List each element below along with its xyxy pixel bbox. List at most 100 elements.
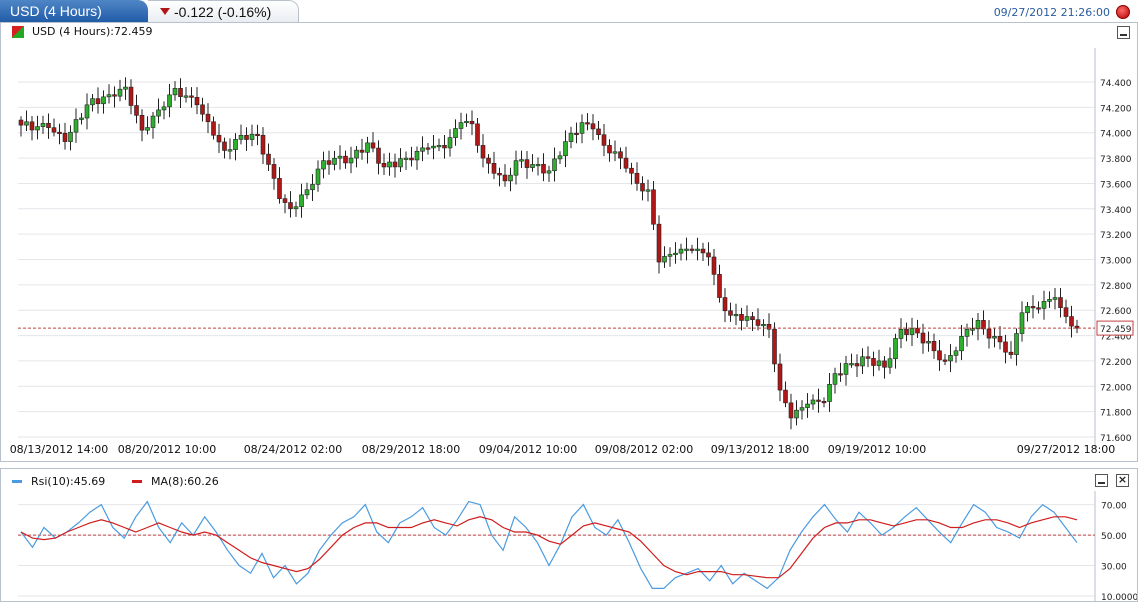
candle-body — [95, 98, 101, 105]
x-tick-label: 08/24/2012 02:00 — [244, 443, 343, 456]
candle-body — [260, 134, 266, 155]
candle-body — [755, 319, 761, 326]
candle-body — [596, 128, 601, 136]
candle-body — [310, 184, 315, 191]
change-value: -0.122 (-0.16%) — [174, 4, 272, 20]
rsi-y-tick-label: 70.00 — [1101, 502, 1127, 512]
candle-body — [898, 328, 904, 339]
candle-body — [953, 350, 959, 356]
candle-body — [1014, 333, 1019, 355]
candle-body — [123, 86, 128, 90]
candle-body — [816, 399, 821, 402]
candle-body — [574, 132, 579, 135]
candle-body — [612, 151, 618, 154]
candle-body — [618, 151, 623, 159]
candle-body — [464, 120, 469, 124]
record-icon[interactable] — [1116, 5, 1130, 19]
candle-body — [810, 399, 816, 405]
candle-body — [970, 328, 975, 331]
candle-body — [552, 158, 557, 172]
candle-body — [1058, 297, 1063, 308]
rsi-line — [20, 500, 1078, 590]
candle-body — [145, 127, 150, 131]
candle-body — [684, 248, 689, 251]
y-tick-label: 71.800 — [1100, 409, 1132, 419]
candle-body — [321, 160, 326, 170]
candle-body — [882, 360, 887, 368]
candle-body — [376, 147, 381, 164]
candle-body — [865, 356, 871, 359]
candle-body — [282, 198, 288, 203]
candle-body — [62, 132, 68, 142]
candle-body — [167, 94, 172, 108]
candle-body — [486, 157, 491, 164]
x-tick-label: 08/13/2012 14:00 — [10, 443, 109, 456]
candle-body — [887, 358, 893, 368]
candle-body — [904, 328, 909, 335]
candle-body — [590, 123, 596, 130]
candle-body — [387, 161, 392, 168]
candle-body — [277, 178, 282, 199]
candle-body — [502, 174, 508, 182]
candle-body — [150, 115, 156, 128]
candle-body — [304, 189, 310, 196]
y-tick-label: 74.400 — [1100, 79, 1132, 89]
candle-body — [909, 327, 915, 335]
candle-body — [805, 403, 810, 408]
candle-body — [706, 252, 711, 258]
candle-body — [398, 158, 403, 168]
candle-body — [629, 167, 634, 174]
candle-body — [843, 363, 849, 375]
x-tick-label: 09/08/2012 02:00 — [595, 443, 694, 456]
candle-body — [40, 123, 46, 127]
y-tick-label: 73.200 — [1100, 231, 1132, 241]
candle-body — [513, 160, 519, 176]
minimize-main-button[interactable] — [1117, 26, 1130, 39]
x-tick-label: 09/27/2012 18:00 — [1017, 443, 1116, 456]
candle-body — [161, 106, 167, 111]
candle-body — [733, 314, 739, 317]
candle-body — [876, 360, 882, 366]
candle-body — [1036, 307, 1041, 310]
candle-body — [942, 359, 948, 362]
candle-body — [777, 363, 783, 391]
y-tick-label: 73.800 — [1100, 155, 1132, 165]
candle-body — [931, 341, 937, 352]
x-tick-label: 09/04/2012 10:00 — [479, 443, 578, 456]
candle-body — [772, 328, 777, 365]
candle-body — [365, 142, 370, 153]
candle-body — [992, 335, 997, 339]
candle-body — [117, 88, 123, 97]
candle-body — [1074, 325, 1080, 329]
candle-body — [216, 134, 222, 143]
y-tick-label: 72.600 — [1100, 307, 1132, 317]
candle-body — [73, 119, 79, 133]
candle-body — [128, 86, 134, 106]
symbol-tab[interactable]: USD (4 Hours) — [0, 0, 148, 23]
candle-body — [667, 254, 673, 257]
candle-body — [46, 123, 51, 128]
chart-type-icon — [12, 26, 24, 38]
down-arrow-icon — [160, 8, 170, 15]
candle-body — [926, 341, 931, 344]
candle-body — [29, 121, 35, 131]
candle-body — [557, 155, 563, 160]
candle-body — [211, 121, 216, 136]
candle-body — [343, 155, 348, 164]
candle-body — [403, 157, 409, 160]
candle-body — [794, 409, 799, 419]
candle-body — [359, 149, 365, 153]
candle-body — [563, 141, 568, 157]
rsi-y-tick-label: 30.00 — [1101, 563, 1127, 573]
close-rsi-button[interactable]: × — [1116, 473, 1129, 487]
candle-body — [431, 145, 436, 149]
candle-body — [156, 109, 161, 117]
candle-body — [1047, 299, 1052, 302]
candle-body — [381, 163, 387, 168]
rsi-legend-swatch — [12, 480, 22, 483]
minimize-rsi-button[interactable] — [1095, 474, 1108, 487]
candle-body — [997, 335, 1003, 343]
candle-body — [299, 194, 304, 208]
candle-body — [722, 297, 728, 312]
x-tick-label: 09/19/2012 10:00 — [828, 443, 927, 456]
